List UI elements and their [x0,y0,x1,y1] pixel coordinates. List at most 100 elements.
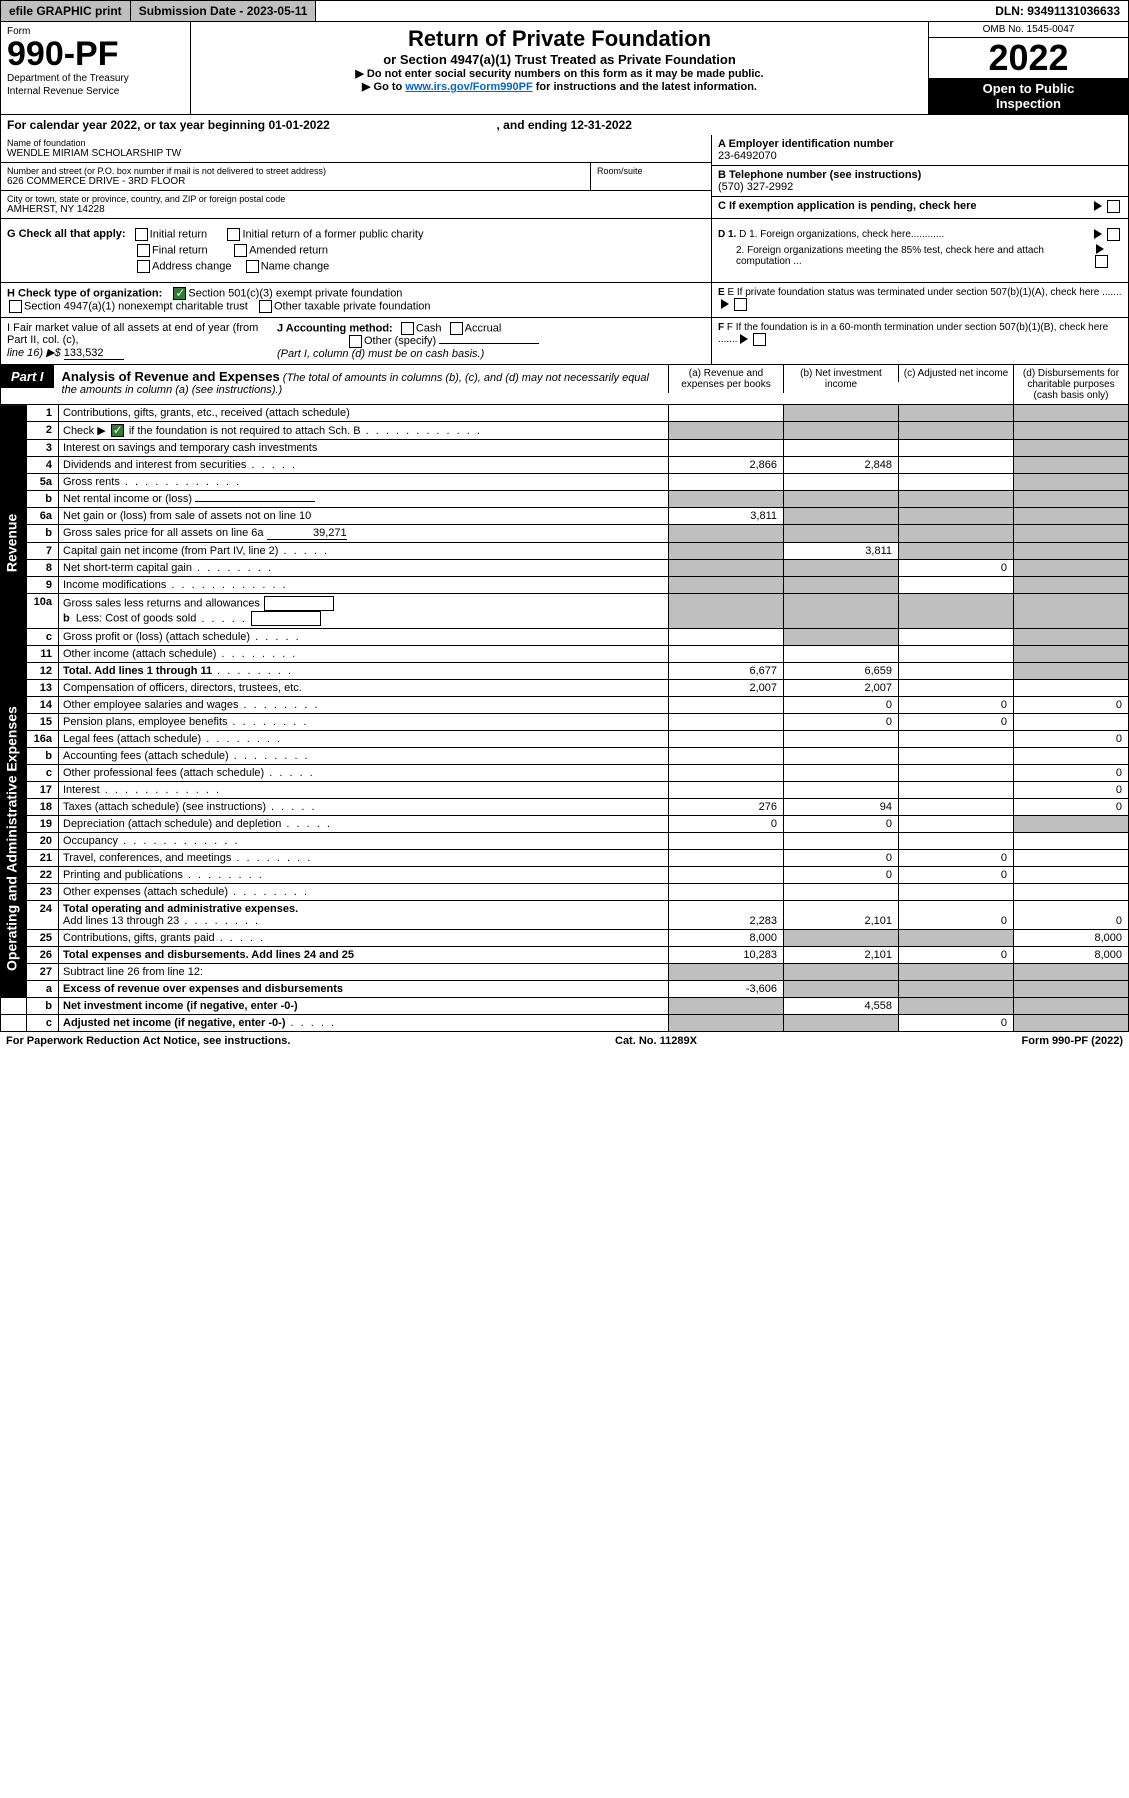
options-block: G Check all that apply: Initial return I… [0,219,1129,283]
table-row: 25Contributions, gifts, grants paid8,000… [1,930,1129,947]
checkbox-c[interactable] [1107,200,1120,213]
table-row: bNet rental income or (loss) [1,491,1129,508]
calendar-year-line: For calendar year 2022, or tax year begi… [0,115,1129,135]
ssn-note: ▶ Do not enter social security numbers o… [197,67,922,80]
checkbox-4947[interactable] [9,300,22,313]
checkbox-d1[interactable] [1107,228,1120,241]
col-b-header: (b) Net investment income [783,365,898,393]
checkbox-f[interactable] [753,333,766,346]
part1-header: Part I Analysis of Revenue and Expenses … [0,365,1129,405]
address-label: Number and street (or P.O. box number if… [7,166,584,176]
city-value: AMHERST, NY 14228 [7,204,705,215]
d2-line: 2. Foreign organizations meeting the 85%… [718,244,1122,268]
foundation-name: WENDLE MIRIAM SCHOLARSHIP TW [7,148,705,159]
ij-row: I Fair market value of all assets at end… [0,318,1129,365]
dln: DLN: 93491131036633 [987,1,1128,21]
part1-table: Revenue 1Contributions, gifts, grants, e… [0,405,1129,1033]
address-value: 626 COMMERCE DRIVE - 3RD FLOOR [7,176,584,187]
checkbox-d2[interactable] [1095,255,1108,268]
checkbox-other-taxable[interactable] [259,300,272,313]
g-line: G Check all that apply: Initial return I… [7,228,705,241]
table-row: 10aGross sales less returns and allowanc… [1,594,1129,629]
submission-date-label: Submission Date - 2023-05-11 [131,1,317,21]
foundation-name-label: Name of foundation [7,138,705,148]
form-ref: Form 990-PF (2022) [1022,1035,1123,1047]
checkbox-initial[interactable] [135,228,148,241]
checkbox-initial-former[interactable] [227,228,240,241]
paperwork-notice: For Paperwork Reduction Act Notice, see … [6,1035,290,1047]
table-row: 9Income modifications [1,577,1129,594]
table-row: 11Other income (attach schedule) [1,646,1129,663]
table-row: 23Other expenses (attach schedule) [1,884,1129,901]
e-line: E E If private foundation status was ter… [718,287,1122,311]
col-d-header: (d) Disbursements for charitable purpose… [1013,365,1128,404]
table-row: bGross sales price for all assets on lin… [1,525,1129,543]
irs-link[interactable]: www.irs.gov/Form990PF [405,81,532,93]
table-row: 26Total expenses and disbursements. Add … [1,947,1129,964]
checkbox-e[interactable] [734,298,747,311]
tax-year: 2022 [929,38,1128,78]
cat-number: Cat. No. 11289X [615,1035,697,1047]
table-row: 7Capital gain net income (from Part IV, … [1,543,1129,560]
part1-tag: Part I [1,365,54,388]
table-row: 20Occupancy [1,833,1129,850]
revenue-side-label: Revenue [1,405,27,680]
table-row: 15Pension plans, employee benefits00 [1,714,1129,731]
table-row: aExcess of revenue over expenses and dis… [1,981,1129,998]
checkbox-schb[interactable] [111,424,124,437]
phone-value: (570) 327-2992 [718,181,1122,193]
table-row: 3Interest on savings and temporary cash … [1,440,1129,457]
table-row: cOther professional fees (attach schedul… [1,765,1129,782]
expenses-side-label: Operating and Administrative Expenses [1,680,27,998]
table-row: 5aGross rents [1,474,1129,491]
table-row: cGross profit or (loss) (attach schedule… [1,629,1129,646]
entity-info: Name of foundation WENDLE MIRIAM SCHOLAR… [0,135,1129,219]
form-subtitle: or Section 4947(a)(1) Trust Treated as P… [197,52,922,67]
table-row: 12Total. Add lines 1 through 116,6776,65… [1,663,1129,680]
h-row: H Check type of organization: Section 50… [0,283,1129,318]
table-row: 6aNet gain or (loss) from sale of assets… [1,508,1129,525]
table-row: Revenue 1Contributions, gifts, grants, e… [1,405,1129,422]
table-row: 14Other employee salaries and wages000 [1,697,1129,714]
topbar: efile GRAPHIC print Submission Date - 20… [0,0,1129,22]
table-row: 17Interest0 [1,782,1129,799]
checkbox-accrual[interactable] [450,322,463,335]
d1-line: D 1. D 1. Foreign organizations, check h… [718,228,1122,241]
checkbox-amended[interactable] [234,244,247,257]
checkbox-cash[interactable] [401,322,414,335]
table-row: 27Subtract line 26 from line 12: [1,964,1129,981]
checkbox-final[interactable] [137,244,150,257]
table-row: bNet investment income (if negative, ent… [1,998,1129,1015]
form-header: Form 990-PF Department of the Treasury I… [0,22,1129,115]
arrow-icon [1094,201,1102,211]
exemption-pending: C If exemption application is pending, c… [718,200,1122,212]
city-label: City or town, state or province, country… [7,194,705,204]
checkbox-name[interactable] [246,260,259,273]
table-row: 24Total operating and administrative exp… [1,901,1129,930]
table-row: Operating and Administrative Expenses 13… [1,680,1129,697]
ein-value: 23-6492070 [718,150,1122,162]
checkbox-501c3[interactable] [173,287,186,300]
f-line: F F If the foundation is in a 60-month t… [718,322,1122,346]
table-row: 4Dividends and interest from securities2… [1,457,1129,474]
form-number: 990-PF [7,37,184,71]
table-row: 8Net short-term capital gain0 [1,560,1129,577]
dept-treasury: Department of the Treasury [7,73,184,84]
ein-label: A Employer identification number [718,138,1122,150]
room-label: Room/suite [597,166,705,176]
form-title: Return of Private Foundation [197,26,922,52]
goto-note: ▶ Go to www.irs.gov/Form990PF for instru… [197,80,922,93]
efile-print-button[interactable]: efile GRAPHIC print [1,1,131,21]
table-row: bAccounting fees (attach schedule) [1,748,1129,765]
phone-label: B Telephone number (see instructions) [718,169,1122,181]
public-inspection: Open to PublicInspection [929,78,1128,114]
table-row: 21Travel, conferences, and meetings00 [1,850,1129,867]
checkbox-other-acct[interactable] [349,335,362,348]
table-row: 22Printing and publications00 [1,867,1129,884]
table-row: 16aLegal fees (attach schedule)0 [1,731,1129,748]
col-a-header: (a) Revenue and expenses per books [668,365,783,393]
table-row: 18Taxes (attach schedule) (see instructi… [1,799,1129,816]
checkbox-address[interactable] [137,260,150,273]
table-row: cAdjusted net income (if negative, enter… [1,1015,1129,1032]
irs: Internal Revenue Service [7,86,184,97]
